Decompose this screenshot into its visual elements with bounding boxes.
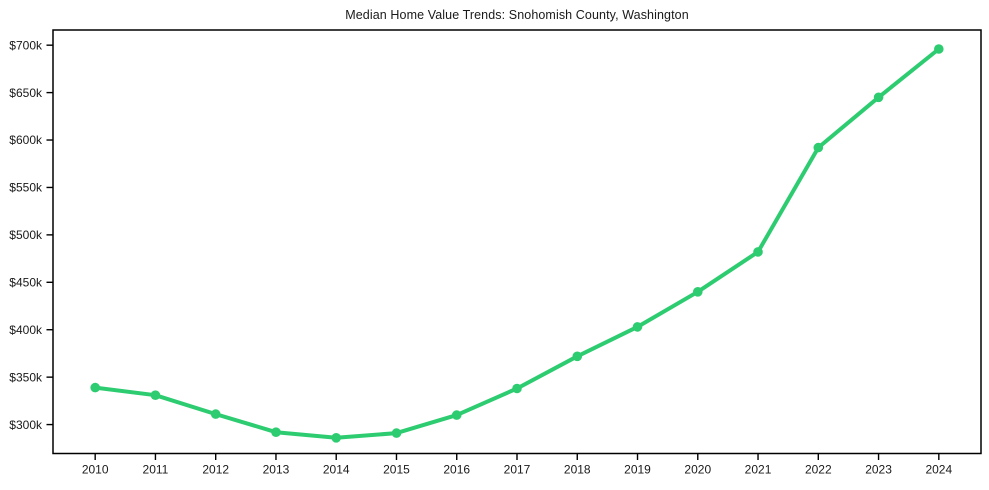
y-tick-label: $550k xyxy=(9,181,43,195)
data-point xyxy=(572,351,583,362)
x-tick-label: 2019 xyxy=(624,463,651,477)
x-tick-label: 2020 xyxy=(684,463,711,477)
data-point xyxy=(150,390,161,401)
y-tick-label: $600k xyxy=(9,133,43,147)
x-tick-label: 2023 xyxy=(865,463,892,477)
y-tick-label: $700k xyxy=(9,38,43,52)
y-tick-label: $350k xyxy=(9,370,43,384)
x-tick-label: 2016 xyxy=(443,463,470,477)
data-point xyxy=(512,383,522,394)
y-tick-label: $500k xyxy=(9,228,43,242)
x-tick-label: 2011 xyxy=(143,463,169,477)
x-tick-label: 2024 xyxy=(925,463,952,477)
data-point xyxy=(813,142,824,153)
data-point xyxy=(632,322,643,332)
data-point xyxy=(934,44,944,54)
y-tick-label: $650k xyxy=(9,86,43,100)
data-point xyxy=(391,428,402,438)
x-tick-label: 2017 xyxy=(504,463,531,477)
x-tick-label: 2022 xyxy=(805,463,832,477)
x-tick-label: 2010 xyxy=(82,463,109,477)
x-tick-label: 2014 xyxy=(323,463,350,477)
x-tick-label: 2012 xyxy=(202,463,229,477)
data-point xyxy=(210,409,221,419)
y-tick-label: $450k xyxy=(9,275,43,289)
data-point xyxy=(873,92,884,103)
data-point xyxy=(271,427,281,438)
y-tick-label: $300k xyxy=(9,418,43,432)
data-point xyxy=(451,410,462,420)
chart-title: Median Home Value Trends: Snohomish Coun… xyxy=(345,8,689,22)
x-tick-label: 2015 xyxy=(383,463,410,477)
x-tick-label: 2018 xyxy=(564,463,591,477)
data-point xyxy=(90,382,100,393)
data-point xyxy=(693,287,703,297)
trend-line xyxy=(93,47,941,440)
data-point xyxy=(753,247,763,257)
data-point xyxy=(331,433,342,443)
x-tick-label: 2021 xyxy=(745,463,772,477)
x-tick-label: 2013 xyxy=(263,463,290,477)
y-tick-label: $400k xyxy=(9,323,43,337)
